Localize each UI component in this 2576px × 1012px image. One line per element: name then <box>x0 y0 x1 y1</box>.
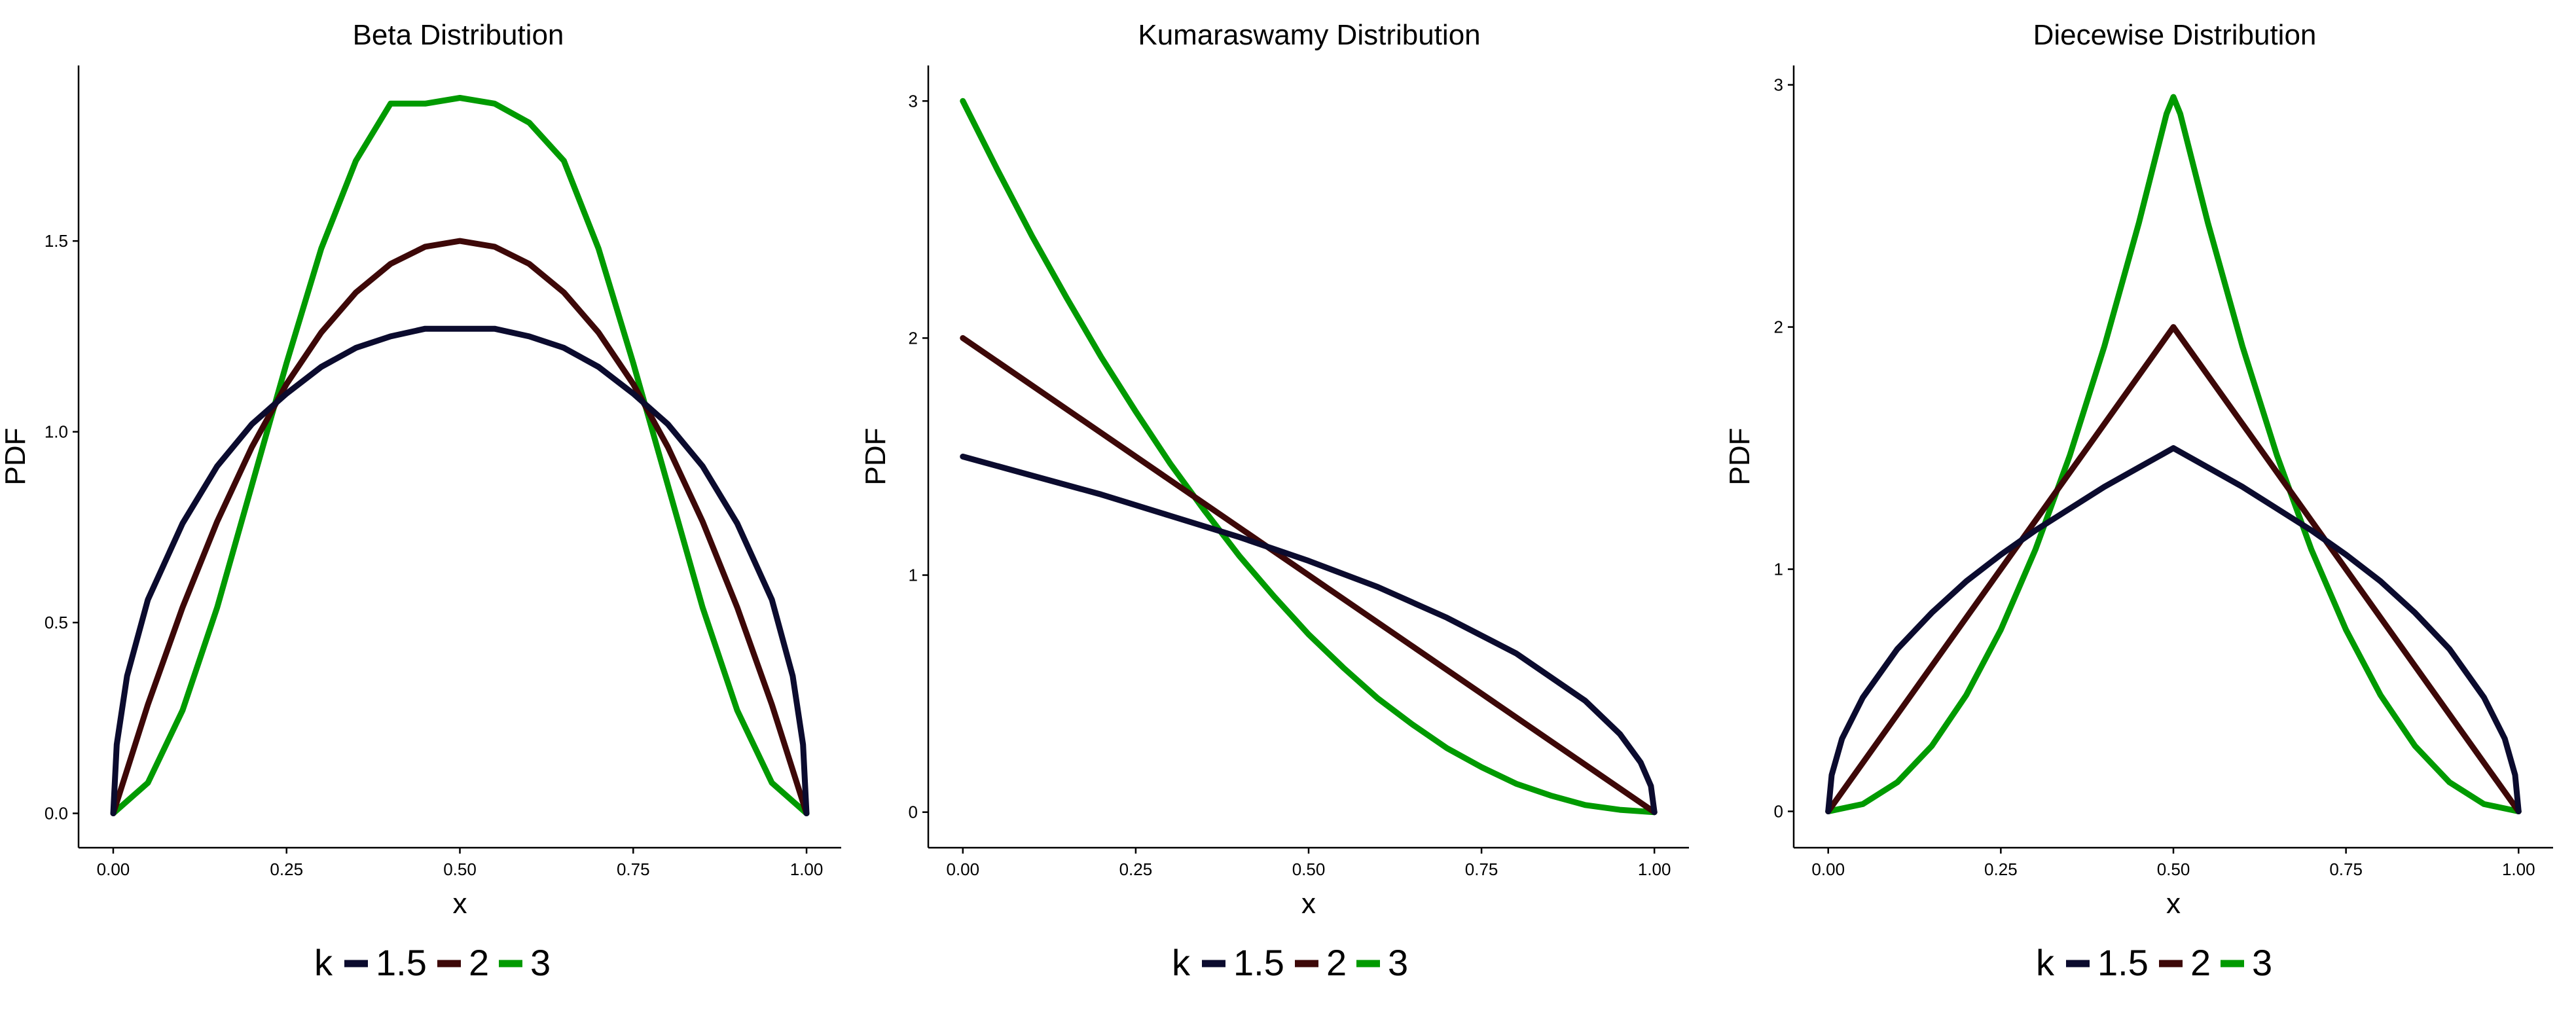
legend-label: 2 <box>2190 942 2211 983</box>
legend-title: k <box>314 942 333 983</box>
legend-label: 3 <box>2252 942 2272 983</box>
x-tick-label: 1.00 <box>790 859 824 879</box>
legend-label: 1.5 <box>376 942 427 983</box>
x-tick-label: 0.50 <box>1292 859 1326 879</box>
x-tick-label: 0.00 <box>1811 859 1845 879</box>
legend-label: 3 <box>1388 942 1408 983</box>
x-tick-label: 0.00 <box>947 859 980 879</box>
legend-label: 1.5 <box>2097 942 2149 983</box>
x-tick-label: 0.75 <box>1465 859 1498 879</box>
x-tick-label: 0.25 <box>1984 859 2018 879</box>
legend-label: 1.5 <box>1233 942 1284 983</box>
x-tick-label: 0.00 <box>97 859 130 879</box>
x-tick-label: 0.25 <box>270 859 303 879</box>
series-line-k-2 <box>1825 324 2522 814</box>
y-axis-title: PDF <box>0 428 31 486</box>
series-line-k-3 <box>960 98 1658 816</box>
y-axis-title: PDF <box>1724 428 1756 486</box>
y-tick-label: 1.0 <box>45 422 68 442</box>
y-tick-label: 2 <box>1774 317 1783 337</box>
series-line-k-1-5 <box>960 454 1658 816</box>
y-tick-label: 1 <box>1774 560 1783 579</box>
legend-label: 2 <box>1326 942 1347 983</box>
series-line-k-1-5 <box>110 325 810 816</box>
x-axis-title: x <box>1301 888 1316 920</box>
series-line-k-1-5 <box>1825 445 2522 814</box>
legend: k 1.5 2 3 <box>2036 942 2272 983</box>
legend: k 1.5 2 3 <box>1172 942 1408 983</box>
legend-title: k <box>1172 942 1191 983</box>
chart-panel-1: Beta Distribution 0.0 0.5 1.0 1.5 0.00 0.25 0.5… <box>0 19 841 983</box>
x-tick-label: 1.00 <box>1638 859 1671 879</box>
y-tick-label: 0 <box>1774 802 1783 822</box>
y-tick-label: 3 <box>1774 75 1783 95</box>
legend-title: k <box>2036 942 2055 983</box>
x-tick-label: 0.50 <box>2157 859 2190 879</box>
series-line-k-2 <box>110 238 810 816</box>
x-tick-label: 1.00 <box>2502 859 2535 879</box>
series-line-k-3 <box>110 95 810 816</box>
legend: k 1.5 2 3 <box>314 942 551 983</box>
y-tick-label: 0.5 <box>45 613 68 632</box>
chart-title: Kumaraswamy Distribution <box>1138 19 1480 51</box>
x-tick-label: 0.25 <box>1119 859 1153 879</box>
series-line-k-2 <box>960 334 1658 816</box>
y-tick-label: 1.5 <box>45 231 68 251</box>
y-axis-title: PDF <box>860 428 892 486</box>
x-tick-label: 0.75 <box>2329 859 2363 879</box>
x-axis-title: x <box>453 888 467 920</box>
y-tick-label: 2 <box>909 328 918 348</box>
x-tick-label: 0.75 <box>617 859 650 879</box>
legend-label: 3 <box>530 942 551 983</box>
legend-label: 2 <box>469 942 489 983</box>
series-line-k-3 <box>1825 94 2522 814</box>
chart-title: Diecewise Distribution <box>2033 19 2317 51</box>
x-tick-label: 0.50 <box>443 859 477 879</box>
x-axis-title: x <box>2166 888 2181 920</box>
y-tick-label: 0 <box>909 803 918 822</box>
chart-title: Beta Distribution <box>353 19 564 51</box>
y-tick-label: 3 <box>909 91 918 111</box>
y-tick-label: 1 <box>909 566 918 585</box>
y-tick-label: 0.0 <box>45 804 68 823</box>
